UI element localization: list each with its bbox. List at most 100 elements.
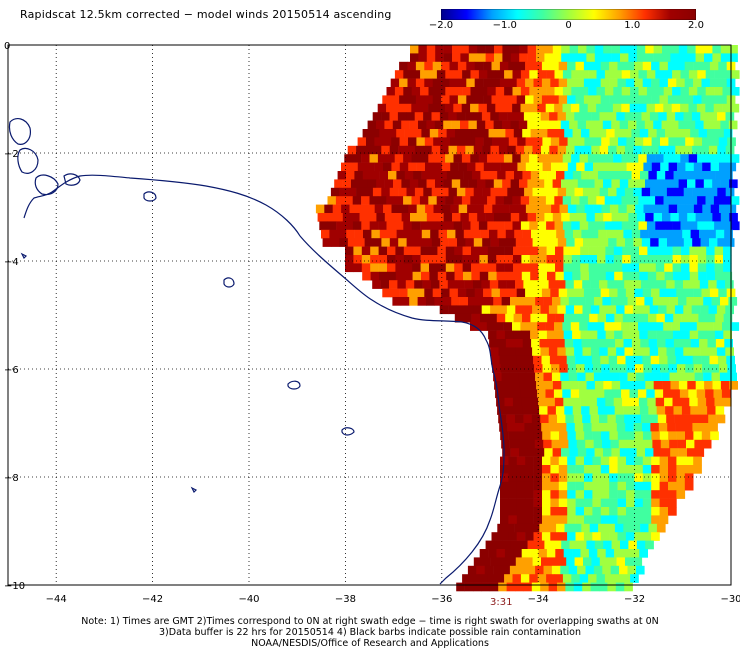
wind-cell: [421, 229, 431, 239]
wind-cell: [620, 381, 629, 390]
wind-cell: [530, 330, 539, 340]
wind-cell: [557, 557, 567, 567]
wind-cell: [648, 523, 658, 533]
wind-cell: [573, 280, 583, 289]
wind-cell: [567, 364, 577, 373]
wind-cell: [508, 498, 518, 508]
wind-cell: [531, 339, 540, 348]
wind-cell: [535, 297, 544, 306]
wind-cell: [651, 515, 660, 525]
wind-cell: [470, 154, 479, 163]
wind-cell: [549, 557, 559, 567]
wind-cell: [648, 229, 658, 239]
wind-cell: [611, 213, 621, 222]
wind-cell: [530, 313, 540, 323]
wind-cell: [592, 481, 602, 491]
wind-cell: [616, 112, 625, 121]
wind-cell: [554, 70, 564, 79]
wind-cell: [721, 389, 731, 399]
wind-cell: [542, 465, 551, 474]
wind-cell: [542, 431, 551, 441]
wind-cell: [628, 540, 638, 550]
wind-cell: [493, 565, 502, 575]
wind-cell: [709, 61, 719, 71]
wind-cell: [498, 187, 508, 197]
wind-cell: [589, 129, 599, 138]
wind-cell: [664, 313, 674, 323]
wind-cell: [586, 448, 595, 457]
wind-cell: [545, 103, 555, 113]
longitude-tick-label: −42: [142, 594, 163, 605]
wind-cell: [410, 53, 419, 63]
wind-cell: [530, 171, 540, 180]
wind-cell: [640, 171, 649, 180]
wind-cell: [600, 78, 610, 88]
wind-cell: [626, 204, 636, 214]
wind-cell: [516, 288, 526, 298]
wind-cell: [557, 238, 567, 247]
wind-cell: [625, 557, 634, 567]
wind-cell: [614, 549, 623, 558]
wind-cell: [686, 297, 696, 306]
wind-cell: [727, 137, 736, 147]
wind-cell: [538, 330, 548, 340]
wind-cell: [483, 78, 492, 88]
wind-cell: [606, 523, 616, 533]
wind-cell: [684, 61, 694, 71]
wind-cell: [404, 129, 414, 138]
wind-cell: [492, 137, 501, 147]
wind-cell: [391, 204, 401, 214]
wind-cell: [593, 162, 602, 172]
wind-cell: [488, 313, 498, 323]
wind-cell: [623, 129, 632, 138]
wind-cell: [483, 162, 493, 172]
wind-cell: [524, 145, 533, 155]
wind-cell: [546, 263, 556, 273]
wind-cell: [579, 389, 588, 399]
wind-cell: [551, 204, 560, 214]
wind-cell: [691, 112, 701, 121]
wind-cell: [494, 53, 503, 63]
wind-cell: [607, 280, 617, 289]
wind-cell: [646, 70, 656, 79]
wind-cell: [419, 196, 429, 205]
wind-cell: [557, 145, 567, 155]
wind-cell: [685, 364, 694, 373]
wind-cell: [613, 196, 622, 205]
wind-cell: [628, 120, 637, 130]
wind-cell: [712, 120, 721, 130]
wind-cell: [693, 204, 703, 214]
wind-cell: [426, 213, 436, 222]
wind-cell: [695, 120, 704, 130]
wind-cell: [489, 339, 498, 348]
wind-cell: [676, 481, 686, 491]
wind-cell: [510, 381, 520, 390]
wind-cell: [582, 414, 591, 424]
wind-cell: [601, 364, 610, 373]
wind-cell: [709, 355, 719, 365]
wind-cell: [490, 557, 500, 567]
wind-cell: [432, 95, 442, 105]
wind-cell: [441, 162, 451, 172]
wind-cell: [489, 280, 499, 289]
wind-cell: [613, 246, 623, 256]
wind-cell: [716, 347, 726, 357]
wind-cell: [644, 439, 653, 449]
wind-cell: [571, 574, 580, 583]
wind-cell: [424, 61, 433, 71]
wind-cell: [700, 305, 709, 315]
wind-cell: [508, 78, 517, 88]
wind-cell: [452, 45, 461, 54]
wind-cell: [562, 389, 571, 399]
wind-cell: [697, 397, 707, 407]
wind-cell: [452, 213, 461, 222]
wind-cell: [516, 490, 526, 499]
wind-cell: [414, 187, 424, 197]
wind-cell: [436, 87, 446, 96]
wind-cell: [418, 213, 428, 222]
wind-cell: [609, 162, 619, 172]
wind-cell: [562, 221, 572, 231]
wind-cell: [448, 112, 457, 121]
wind-cell: [664, 397, 673, 407]
